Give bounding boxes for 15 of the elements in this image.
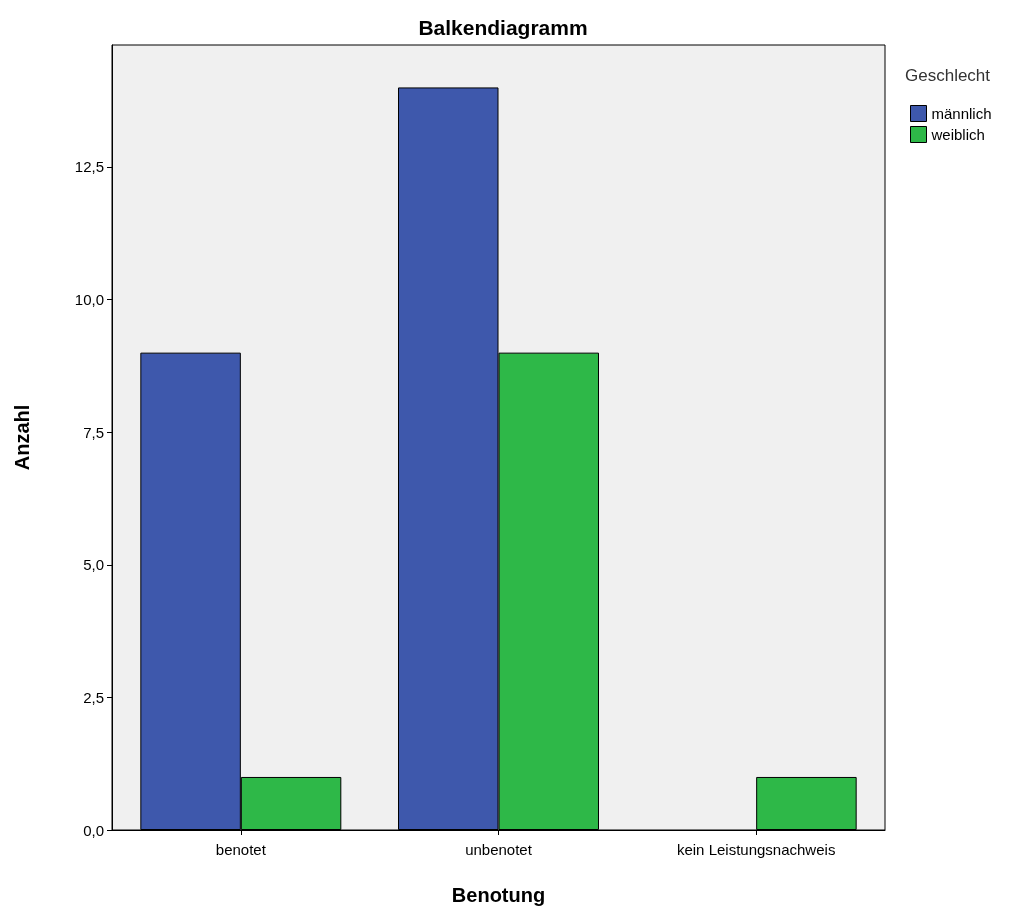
y-axis-title: Anzahl: [11, 404, 33, 471]
y-tick-label: 5,0: [83, 556, 104, 574]
x-tick-label: benotet: [215, 841, 267, 858]
x-tick-label: unbenotet: [465, 841, 533, 858]
y-tick-label: 10,0: [74, 291, 104, 309]
y-tick-label: 0,0: [83, 821, 104, 839]
x-tick-label: kein Leistungsnachweis: [676, 841, 836, 858]
y-tick-label: 12,5: [74, 158, 104, 176]
legend-title: Geschlecht: [905, 66, 991, 85]
legend-label: männlich: [931, 105, 992, 122]
y-tick-label: 7,5: [83, 423, 104, 441]
x-axis-title: Benotung: [451, 884, 546, 906]
legend-label: weiblich: [930, 126, 985, 143]
y-tick-label: 2,5: [83, 688, 104, 706]
chart-title: Balkendiagramm: [418, 16, 588, 39]
